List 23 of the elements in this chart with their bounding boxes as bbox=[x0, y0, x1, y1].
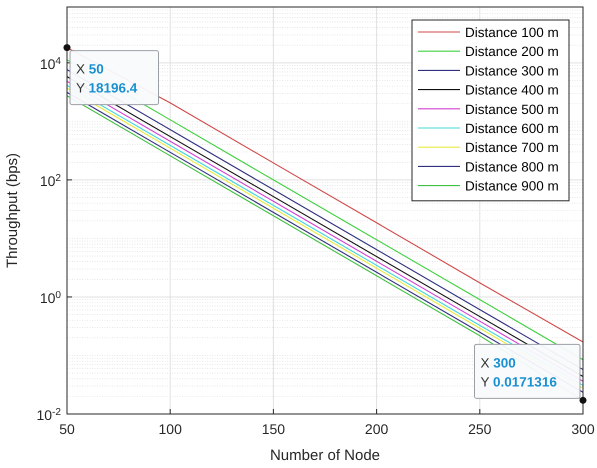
legend-label: Distance 500 m bbox=[465, 102, 559, 117]
legend-label: Distance 200 m bbox=[465, 44, 559, 60]
y-axis-title: Throughput (bps) bbox=[4, 152, 21, 268]
x-tick-label: 200 bbox=[364, 421, 388, 437]
annotation: X 300 Y 0.0171316 bbox=[480, 355, 558, 390]
x-tick-label: 300 bbox=[571, 421, 595, 437]
x-tick-label: 50 bbox=[59, 421, 75, 437]
legend-label: Distance 700 m bbox=[465, 140, 559, 156]
annotation: X 50 Y 18196.4 bbox=[76, 62, 138, 96]
x-axis-title: Number of Node bbox=[270, 447, 380, 464]
x-tick-label: 100 bbox=[158, 421, 182, 437]
y-tick-label: 10$^{0}$ bbox=[40, 289, 62, 306]
legend-label: Distance 600 m bbox=[465, 121, 559, 136]
x-tick-label: 250 bbox=[468, 421, 492, 437]
legend-label: Distance 800 m bbox=[465, 159, 559, 174]
legend-label: Distance 300 m bbox=[465, 63, 559, 78]
y-tick-label: 10$^{4}$ bbox=[40, 55, 62, 72]
legend-label: Distance 900 m bbox=[465, 178, 559, 194]
y-tick-label: 10$^{2}$ bbox=[40, 172, 62, 189]
x-tick-label: 150 bbox=[262, 421, 286, 437]
y-tick-label: 10$^{-2}$ bbox=[36, 406, 62, 423]
legend-label: Distance 400 m bbox=[465, 82, 559, 98]
legend-label: Distance 100 m bbox=[465, 25, 559, 40]
